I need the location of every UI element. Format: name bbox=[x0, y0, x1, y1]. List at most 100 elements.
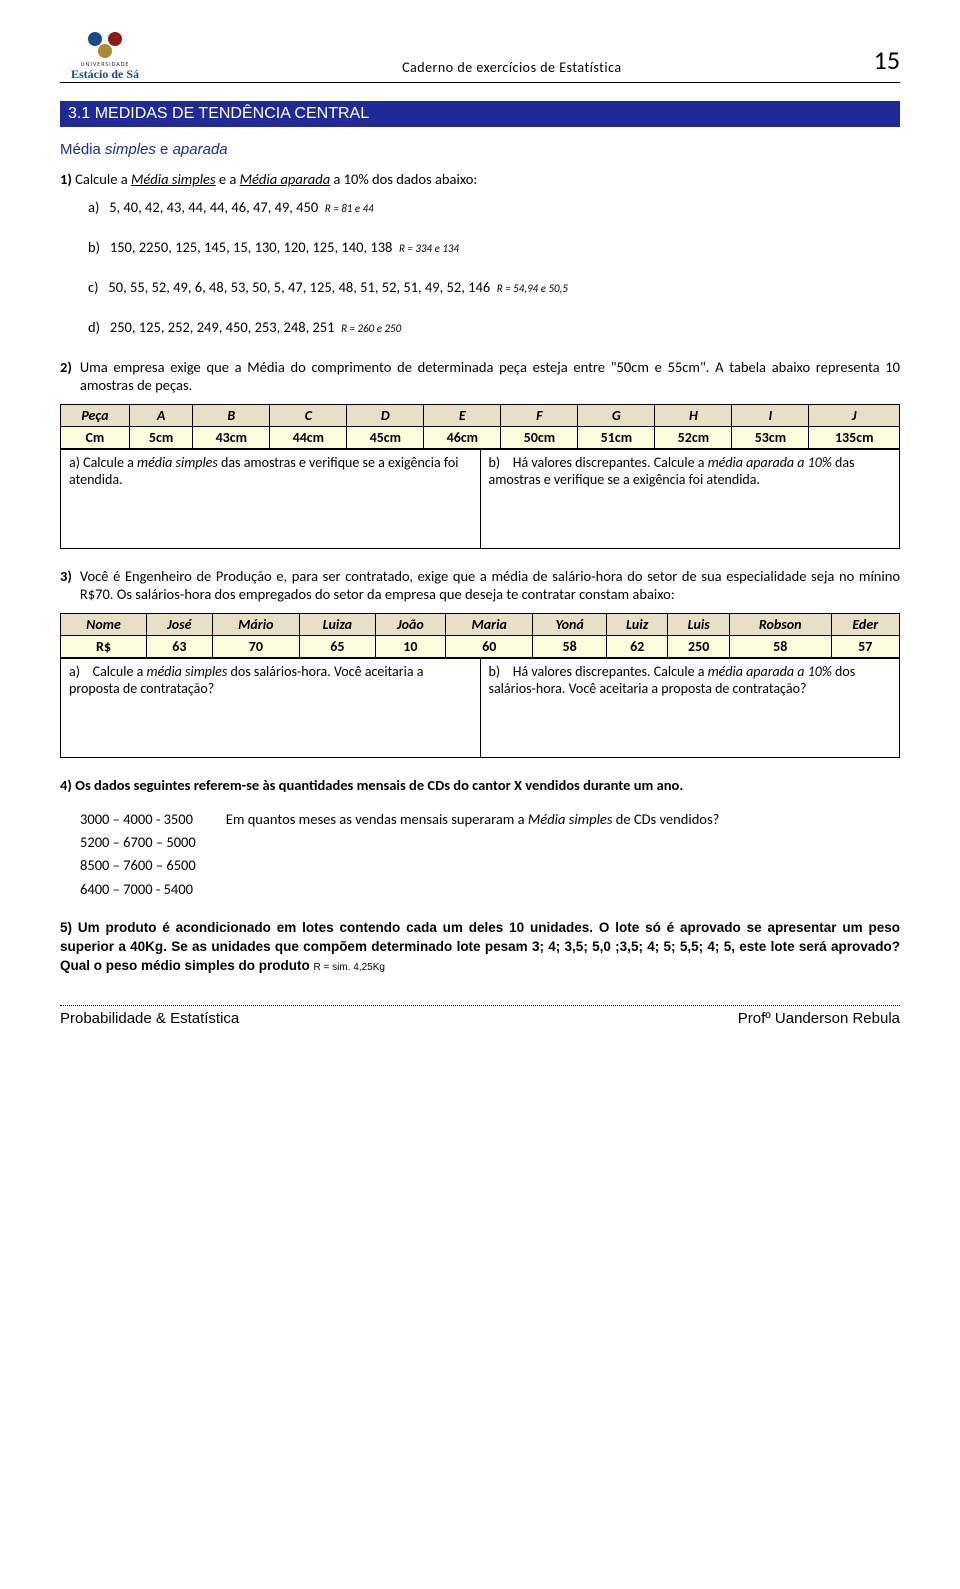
q3b-it: média aparada a 10% bbox=[708, 663, 832, 680]
question-2: 2) Uma empresa exige que a Média do comp… bbox=[60, 358, 900, 549]
question-1: 1) Calcule a Média simples e a Média apa… bbox=[60, 170, 900, 336]
question-3: 3) Você é Engenheiro de Produção e, para… bbox=[60, 567, 900, 758]
page-header: UNIVERSIDADE Estácio de Sá Caderno de ex… bbox=[60, 30, 900, 83]
q2a-pre: a) Calcule a bbox=[69, 454, 137, 471]
table-header: Maria bbox=[446, 614, 533, 636]
footer-left: Probabilidade & Estatística bbox=[60, 1010, 239, 1027]
sub-heading-simples: simples bbox=[105, 141, 156, 158]
q1c-label: c) bbox=[88, 278, 99, 296]
q1c-data: 50, 55, 52, 49, 6, 48, 53, 50, 5, 47, 12… bbox=[108, 278, 490, 296]
q4-data-line: 6400 – 7000 - 5400 bbox=[80, 878, 196, 901]
q3-split-table: a) Calcule a média simples dos salários-… bbox=[60, 658, 900, 758]
q1b-data: 150, 2250, 125, 145, 15, 130, 120, 125, … bbox=[110, 238, 393, 256]
section-heading: 3.1 MEDIDAS DE TENDÊNCIA CENTRAL bbox=[60, 101, 900, 127]
table-cell: 135cm bbox=[809, 427, 900, 449]
table-header: D bbox=[347, 405, 424, 427]
q1a-answer: R = 81 e 44 bbox=[325, 202, 374, 215]
table-cell: 57 bbox=[831, 636, 900, 658]
university-logo: UNIVERSIDADE Estácio de Sá bbox=[60, 30, 150, 78]
table-header: B bbox=[193, 405, 270, 427]
table-cell: 51cm bbox=[578, 427, 655, 449]
table-cell: 44cm bbox=[270, 427, 347, 449]
table-header: G bbox=[578, 405, 655, 427]
q3-cell-a: a) Calcule a média simples dos salários-… bbox=[61, 659, 481, 758]
table-cell: 52cm bbox=[655, 427, 732, 449]
table-header: F bbox=[501, 405, 578, 427]
q4-data-column: 3000 – 4000 - 35005200 – 6700 – 50008500… bbox=[80, 808, 196, 901]
sub-heading-pre: Média bbox=[60, 141, 105, 158]
page-footer: Probabilidade & Estatística Profº Uander… bbox=[60, 1005, 900, 1027]
q1-item-a: a) 5, 40, 42, 43, 44, 44, 46, 47, 49, 45… bbox=[88, 198, 900, 216]
table-header: Peça bbox=[61, 405, 130, 427]
q4-data-line: 5200 – 6700 – 5000 bbox=[80, 831, 196, 854]
table-cell: 250 bbox=[668, 636, 729, 658]
q4-q-it: Média simples bbox=[528, 810, 613, 828]
q1d-answer: R = 260 e 250 bbox=[341, 322, 401, 335]
q1-text-mid: e a bbox=[216, 170, 240, 188]
q3a-pre: Calcule a bbox=[93, 663, 147, 680]
table-cell: 53cm bbox=[732, 427, 809, 449]
table-header: J bbox=[809, 405, 900, 427]
q3a-label: a) bbox=[69, 663, 80, 680]
table-header: Luis bbox=[668, 614, 729, 636]
q2a-it: média simples bbox=[137, 454, 218, 471]
q2-split-table: a) Calcule a média simples das amostras … bbox=[60, 449, 900, 549]
table-header: Yoná bbox=[533, 614, 607, 636]
sub-heading-mid: e bbox=[156, 141, 173, 158]
table-header: Luiz bbox=[606, 614, 668, 636]
q5-number: 5) bbox=[60, 920, 72, 935]
q4-data-line: 3000 – 4000 - 3500 bbox=[80, 808, 196, 831]
table-header: H bbox=[655, 405, 732, 427]
q3b-pre: Há valores discrepantes. Calcule a bbox=[513, 663, 708, 680]
table-header: I bbox=[732, 405, 809, 427]
q2-cell-b: b) Há valores discrepantes. Calcule a mé… bbox=[480, 450, 900, 549]
table-header: E bbox=[424, 405, 501, 427]
question-4-text: 4) Os dados seguintes referem-se às quan… bbox=[60, 776, 900, 794]
table-header: Robson bbox=[729, 614, 831, 636]
q1d-data: 250, 125, 252, 249, 450, 253, 248, 251 bbox=[110, 318, 335, 336]
table-cell: 70 bbox=[212, 636, 299, 658]
table-cell: 43cm bbox=[193, 427, 270, 449]
q1c-answer: R = 54,94 e 50,5 bbox=[497, 282, 568, 295]
q1-number: 1) bbox=[60, 170, 72, 188]
table-header: A bbox=[129, 405, 192, 427]
footer-right: Profº Uanderson Rebula bbox=[738, 1010, 900, 1027]
table-cell: 62 bbox=[606, 636, 668, 658]
table-header: Mário bbox=[212, 614, 299, 636]
q2b-label: b) bbox=[489, 454, 501, 471]
table-header: José bbox=[146, 614, 212, 636]
table-header: João bbox=[375, 614, 445, 636]
q1-item-b: b) 150, 2250, 125, 145, 15, 130, 120, 12… bbox=[88, 238, 900, 256]
q1-media-simples: Média simples bbox=[131, 170, 216, 188]
sub-heading-aparada: aparada bbox=[173, 141, 228, 158]
table-header: Eder bbox=[831, 614, 900, 636]
table-header: C bbox=[270, 405, 347, 427]
q1d-label: d) bbox=[88, 318, 100, 336]
question-4-data: 3000 – 4000 - 35005200 – 6700 – 50008500… bbox=[80, 808, 900, 901]
q3-cell-b: b) Há valores discrepantes. Calcule a mé… bbox=[480, 659, 900, 758]
q2b-pre: Há valores discrepantes. Calcule a bbox=[513, 454, 708, 471]
q2b-it: média aparada a 10% bbox=[708, 454, 832, 471]
table-row-label: Cm bbox=[61, 427, 130, 449]
table-cell: 63 bbox=[146, 636, 212, 658]
table-row-label: R$ bbox=[61, 636, 147, 658]
q3-number: 3) bbox=[60, 567, 72, 603]
q1b-answer: R = 334 e 134 bbox=[399, 242, 459, 255]
q3b-label: b) bbox=[489, 663, 501, 680]
table-cell: 46cm bbox=[424, 427, 501, 449]
q2-cell-a: a) Calcule a média simples das amostras … bbox=[61, 450, 481, 549]
q1-text-pre: Calcule a bbox=[75, 170, 131, 188]
table-cell: 10 bbox=[375, 636, 445, 658]
table-cell: 5cm bbox=[129, 427, 192, 449]
q4-data-line: 8500 – 7600 – 6500 bbox=[80, 854, 196, 877]
logo-name: Estácio de Sá bbox=[60, 68, 150, 80]
table-header: Luiza bbox=[299, 614, 375, 636]
table-header: Nome bbox=[61, 614, 147, 636]
q4-question: Em quantos meses as vendas mensais super… bbox=[226, 808, 720, 901]
table-cell: 65 bbox=[299, 636, 375, 658]
table-cell: 58 bbox=[729, 636, 831, 658]
q1-media-aparada: Média aparada bbox=[240, 170, 331, 188]
table-cell: 45cm bbox=[347, 427, 424, 449]
q1a-data: 5, 40, 42, 43, 44, 44, 46, 47, 49, 450 bbox=[109, 198, 318, 216]
q1-text-post: a 10% dos dados abaixo: bbox=[330, 170, 477, 188]
